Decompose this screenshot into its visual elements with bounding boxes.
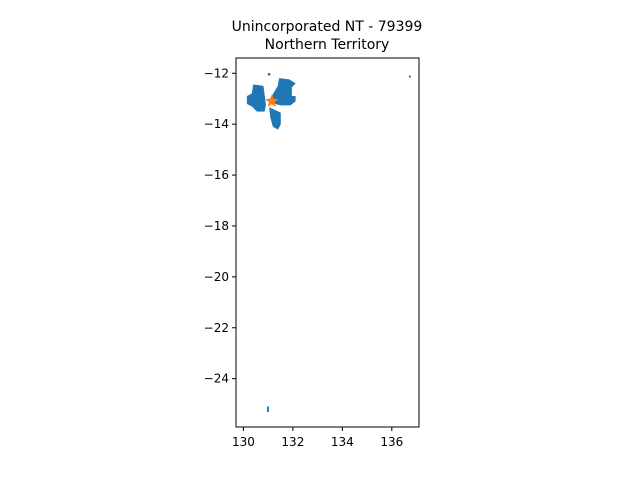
y-tick-label: −16 bbox=[204, 168, 229, 182]
y-tick-label: −14 bbox=[204, 117, 229, 131]
region-south-lobe bbox=[269, 107, 281, 130]
y-axis-ticks: −12 −14 −16 −18 −20 −22 −24 bbox=[204, 66, 236, 386]
y-tick-label: −22 bbox=[204, 321, 229, 335]
x-tick-label: 136 bbox=[380, 435, 403, 449]
x-axis-ticks: 130 132 134 136 bbox=[232, 427, 403, 449]
region-islet-north bbox=[267, 73, 271, 76]
region-islet-east bbox=[408, 75, 411, 78]
y-tick-label: −12 bbox=[204, 66, 229, 80]
y-tick-label: −20 bbox=[204, 270, 229, 284]
y-tick-label: −18 bbox=[204, 219, 229, 233]
y-tick-label: −24 bbox=[204, 372, 229, 386]
chart-title-line2: Northern Territory bbox=[265, 37, 390, 53]
region-west-block bbox=[246, 84, 266, 112]
region-small-southern-patch bbox=[266, 406, 269, 412]
x-tick-label: 130 bbox=[232, 435, 255, 449]
axes-frame bbox=[235, 57, 420, 428]
regions-layer bbox=[246, 73, 411, 412]
location-star-marker bbox=[265, 94, 279, 107]
chart-title-line1: Unincorporated NT - 79399 bbox=[232, 19, 423, 35]
x-tick-label: 132 bbox=[281, 435, 304, 449]
x-tick-label: 134 bbox=[331, 435, 354, 449]
marker-layer bbox=[265, 94, 279, 107]
